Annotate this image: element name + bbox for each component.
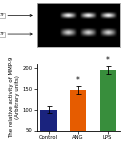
Text: MMP-9: MMP-9 — [0, 13, 32, 17]
Text: *: * — [76, 76, 80, 85]
Bar — [70, 90, 86, 150]
Text: MMP-9: MMP-9 — [0, 32, 32, 36]
Bar — [100, 70, 116, 150]
Bar — [40, 110, 57, 150]
Y-axis label: The relative activity of MMP-9
(Arbitrary units): The relative activity of MMP-9 (Arbitrar… — [9, 57, 20, 138]
Text: *: * — [106, 56, 110, 65]
